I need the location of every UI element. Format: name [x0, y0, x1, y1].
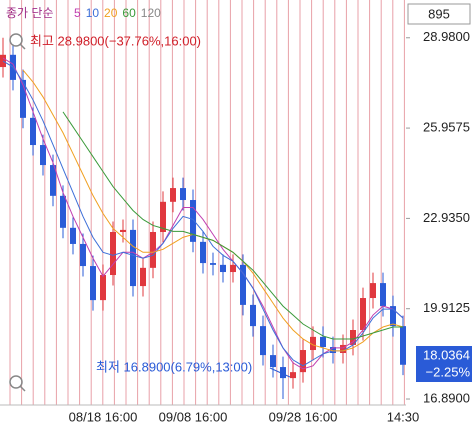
candle-body: [370, 283, 376, 299]
x-tick-label: 08/18 16:00: [69, 409, 138, 424]
candle-body: [290, 372, 296, 379]
ma-line: [62, 111, 403, 340]
candle-body: [30, 117, 36, 146]
counter-box[interactable]: [407, 3, 471, 25]
candle-body: [230, 264, 236, 273]
candle-body: [350, 330, 356, 345]
candle-body: [260, 326, 266, 356]
y-tick-label: 28.9800: [423, 29, 470, 44]
ma-line: [2, 57, 404, 370]
candle-body: [170, 188, 176, 202]
candle-body: [160, 201, 166, 232]
candle-body: [280, 367, 286, 379]
legend: 5 10 20 60 120: [74, 6, 161, 20]
candle-body: [300, 350, 306, 373]
plot: [0, 37, 406, 400]
x-tick-label: 09/28 16:00: [269, 409, 338, 424]
y-tick-label: 16.8900: [423, 390, 470, 405]
candle-body: [310, 336, 316, 351]
candle-body: [130, 229, 136, 287]
candle-body: [250, 304, 256, 327]
candle-body: [210, 263, 216, 265]
zoom-icon[interactable]: [9, 375, 26, 392]
legend-entry: 60: [122, 6, 136, 20]
high-annotation: 최고 28.9800(−37.76%,16:00): [30, 33, 201, 48]
counter: 895: [428, 6, 450, 21]
candle-body: [140, 267, 146, 287]
low-arrow: [269, 367, 291, 378]
candle-body: [100, 275, 106, 301]
legend-entry: 10: [86, 6, 100, 20]
last-price: 18.0364: [423, 347, 470, 362]
last-price-box: [416, 346, 472, 382]
y-tick-label: 22.9350: [423, 210, 470, 225]
y-tick-label: 19.9125: [423, 300, 470, 315]
candle-body: [270, 355, 276, 368]
x-tick-label: 14:30: [387, 409, 420, 424]
candle-body: [400, 326, 406, 365]
candle-body: [120, 229, 126, 232]
candle-body: [150, 231, 156, 268]
candle-body: [360, 298, 366, 330]
candle-body: [80, 243, 86, 267]
legend-entry: 5: [74, 6, 81, 20]
legend-entry: 20: [104, 6, 118, 20]
candle-body: [190, 200, 196, 242]
legend-entry: 120: [141, 6, 161, 20]
candle-body: [380, 283, 386, 307]
candle-body: [90, 266, 96, 301]
candle-body: [20, 79, 26, 118]
candle-body: [330, 347, 336, 354]
y-tick-label: 25.9575: [423, 120, 470, 135]
candle-body: [0, 54, 6, 68]
candle-body: [220, 264, 226, 273]
legend-title: 종가 단순: [6, 6, 54, 20]
zoom-icon[interactable]: [9, 33, 26, 50]
candle-body: [60, 195, 66, 228]
candle-body: [40, 145, 46, 166]
candle-body: [180, 188, 186, 201]
x-tick-label: 09/08 16:00: [159, 409, 228, 424]
candle-body: [50, 165, 56, 196]
last-change: −2.25%: [426, 364, 471, 379]
candle-body: [240, 264, 246, 305]
candle-body: [320, 336, 326, 348]
low-annotation: 최저 16.8900(6.79%,13:00): [96, 359, 252, 374]
candle-body: [110, 231, 116, 276]
candle-body: [70, 227, 76, 244]
candle-body: [390, 306, 396, 327]
candle-body: [340, 344, 346, 354]
candle-body: [200, 241, 206, 264]
